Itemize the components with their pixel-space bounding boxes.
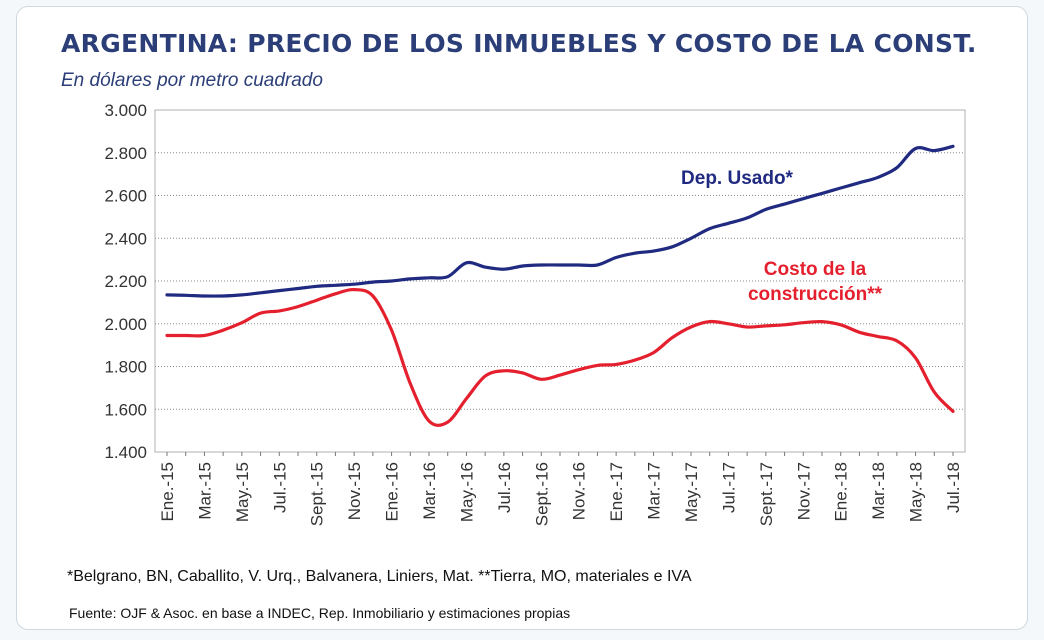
x-tick-label: Mar.-16 (420, 462, 439, 520)
x-tick-label: Nov.-15 (345, 462, 364, 520)
x-axis: Ene.-15 Mar.-15 May.-15 Jul.-15 Sept.-15 Nov.… (158, 452, 963, 526)
x-tick-label: May.-17 (682, 462, 701, 522)
series-label-dep-usado: Dep. Usado* (681, 168, 794, 189)
y-tick-label: 2.200 (104, 272, 147, 291)
chart-title: ARGENTINA: PRECIO DE LOS INMUEBLES Y COS… (61, 29, 977, 58)
line-chart: 1.400 1.600 1.800 2.000 2.200 2.400 2.600 2.800… (104, 101, 966, 526)
y-tick-label: 2.600 (104, 187, 147, 206)
footnote: *Belgrano, BN, Caballito, V. Urq., Balva… (67, 568, 692, 585)
series-lines (165, 144, 955, 427)
x-tick-label: May.-18 (907, 462, 926, 522)
x-tick-label: Jul.-17 (719, 462, 738, 513)
series-label-costo-line-1: Costo de la (764, 259, 867, 280)
source-note: Fuente: OJF & Asoc. en base a INDEC, Rep… (69, 605, 571, 621)
y-tick-label: 3.000 (104, 101, 147, 120)
x-tick-label: Ene.-16 (383, 462, 402, 522)
x-tick-label: Mar.-18 (869, 462, 888, 520)
series-label-costo-line-2: construcción** (748, 284, 883, 305)
x-tick-label: Ene.-15 (158, 462, 177, 522)
x-tick-label: Jul.-15 (270, 462, 289, 513)
x-tick-label: May.-16 (457, 462, 476, 522)
x-tick-label: Mar.-17 (645, 462, 664, 520)
x-tick-label: Mar.-15 (195, 462, 214, 520)
chart-subtitle: En dólares por metro cuadrado (61, 70, 323, 91)
series-line-dep-usado (165, 144, 955, 298)
tweet-card: ARGENTINA: PRECIO DE LOS INMUEBLES Y COS… (16, 6, 1028, 630)
y-tick-label: 2.800 (104, 144, 147, 163)
y-tick-label: 2.400 (104, 229, 147, 248)
x-tick-label: Nov.-17 (794, 462, 813, 520)
x-tick-label: Sept.-16 (532, 462, 551, 526)
y-tick-label: 1.400 (104, 443, 147, 462)
x-tick-label: Nov.-16 (570, 462, 589, 520)
series-line-costo-construccion (165, 287, 955, 427)
x-tick-label: May.-15 (233, 462, 252, 522)
y-tick-label: 1.600 (104, 400, 147, 419)
x-tick-label: Jul.-18 (944, 462, 963, 513)
x-tick-label: Ene.-17 (607, 462, 626, 522)
y-tick-label: 2.000 (104, 315, 147, 334)
x-tick-label: Sept.-15 (308, 462, 327, 526)
gridlines (155, 152, 965, 410)
x-tick-label: Sept.-17 (757, 462, 776, 526)
y-tick-label: 1.800 (104, 358, 147, 377)
y-axis: 1.400 1.600 1.800 2.000 2.200 2.400 2.600 2.800… (104, 101, 147, 462)
x-tick-label: Jul.-16 (495, 462, 514, 513)
x-tick-label: Ene.-18 (832, 462, 851, 522)
